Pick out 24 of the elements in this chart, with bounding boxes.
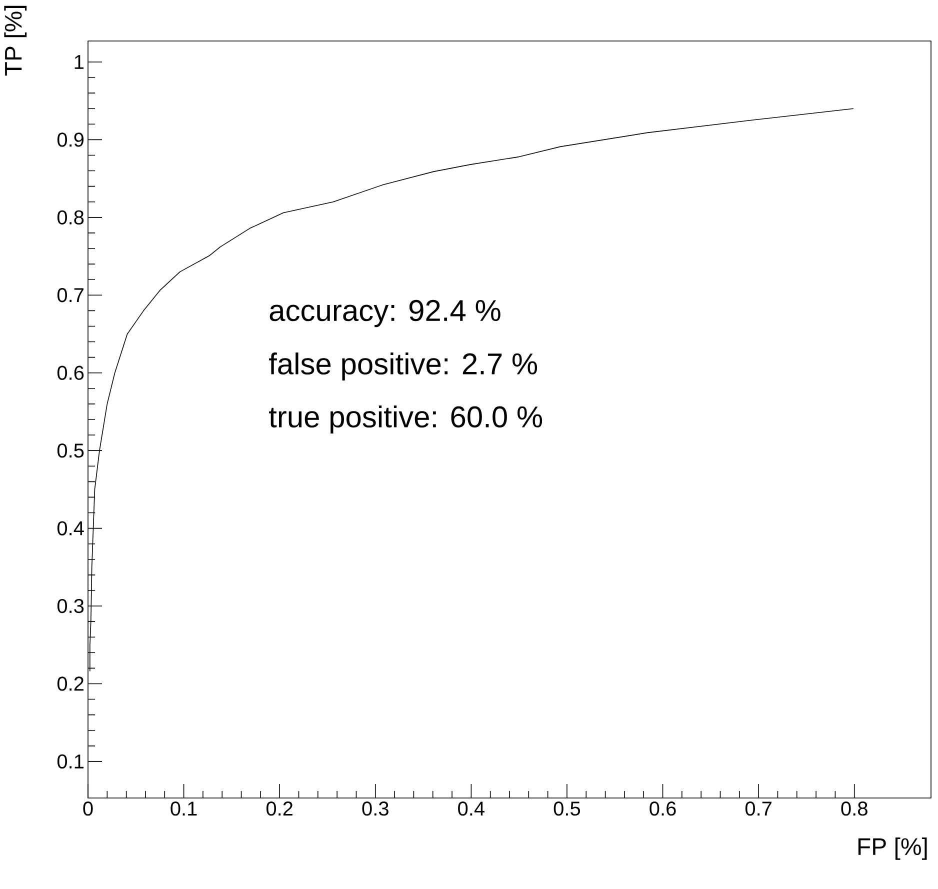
- x-tick-label: 0.7: [745, 802, 772, 816]
- y-tick-label: 1: [74, 55, 84, 69]
- y-tick-label: 0.5: [57, 444, 84, 458]
- y-axis-title: TP [%]: [4, 6, 27, 76]
- x-axis-title: FP [%]: [858, 838, 927, 860]
- y-tick-label: 0.8: [57, 210, 84, 224]
- y-tick-label: 0.2: [57, 676, 84, 691]
- y-tick-label: 0.7: [57, 288, 84, 302]
- x-tick-label: 0: [83, 802, 93, 816]
- x-tick-label: 0.2: [266, 802, 292, 816]
- x-tick-label: 0.3: [362, 802, 388, 816]
- x-tick-label: 0.1: [170, 802, 197, 816]
- y-tick-label: 0.6: [57, 366, 84, 380]
- x-tick-label: 0.4: [458, 802, 484, 816]
- annotation: accuracy: 92.4 %: [270, 300, 500, 328]
- x-tick-label: 0.8: [841, 802, 868, 816]
- annotation: true positive: 60.0 %: [269, 406, 542, 434]
- y-tick-label: 0.9: [57, 132, 84, 147]
- y-tick-label: 0.4: [57, 521, 84, 536]
- x-tick-label: 0.5: [554, 802, 580, 816]
- x-tick-label: 0.6: [650, 802, 676, 816]
- y-tick-label: 0.3: [57, 598, 84, 614]
- y-tick-label: 0.1: [57, 754, 84, 769]
- annotation: false positive: 2.7 %: [268, 352, 538, 380]
